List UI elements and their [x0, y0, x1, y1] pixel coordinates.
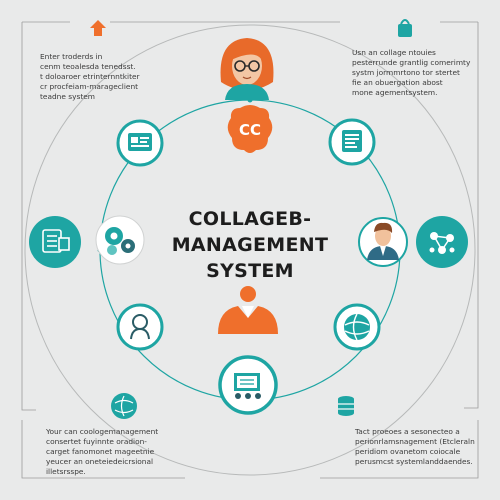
page-title: COLLAGEB- MANAGEMENT SYSTEM [150, 206, 350, 284]
man-avatar-icon [367, 222, 399, 260]
outer-ring [24, 24, 476, 476]
woman-avatar-icon [220, 38, 274, 100]
panel-bottom-right-text: Tact proeoes a sesonecteo a perionrlamsn… [355, 427, 475, 466]
person-node[interactable] [116, 303, 164, 351]
man-avatar-node[interactable] [358, 217, 408, 267]
globe-icon [344, 313, 370, 341]
calendar-node[interactable] [29, 216, 81, 268]
globe-node[interactable] [333, 303, 381, 351]
title-line-1: COLLAGEB- [188, 208, 312, 230]
person-silhouette-icon [130, 314, 150, 340]
network-node[interactable] [416, 216, 468, 268]
id-card-node[interactable] [116, 119, 164, 167]
id-card-icon [128, 133, 152, 151]
classroom-node[interactable] [218, 355, 278, 415]
plant-icon [90, 20, 106, 36]
gears-icon [105, 227, 135, 255]
network-icon [429, 232, 455, 254]
panel-top-right-text: Usn an collage ntouies pesterrunde grant… [352, 48, 471, 97]
document-icon [342, 130, 362, 152]
classroom-icon [234, 373, 261, 399]
frame-lines [21, 21, 479, 479]
gears-node[interactable] [95, 215, 145, 265]
title-line-2: MANAGEMENT [171, 234, 329, 256]
calendar-list-icon [42, 229, 70, 253]
panel-bottom-left-text: Your can coologemanagement consertet fuy… [46, 427, 159, 476]
satellite-globe-icon [114, 395, 134, 417]
cc-badge: CC [239, 121, 261, 139]
document-node[interactable] [328, 118, 376, 166]
satellite-globe-node[interactable] [111, 393, 137, 419]
shopping-bag-icon [398, 19, 412, 37]
cc-logo-icon [227, 105, 273, 153]
database-icon [338, 396, 354, 416]
panel-top-left-text: Enter troderds in cenm teoalesda tenedss… [40, 52, 140, 101]
orange-person-icon [218, 286, 278, 334]
title-line-3: SYSTEM [206, 260, 294, 282]
